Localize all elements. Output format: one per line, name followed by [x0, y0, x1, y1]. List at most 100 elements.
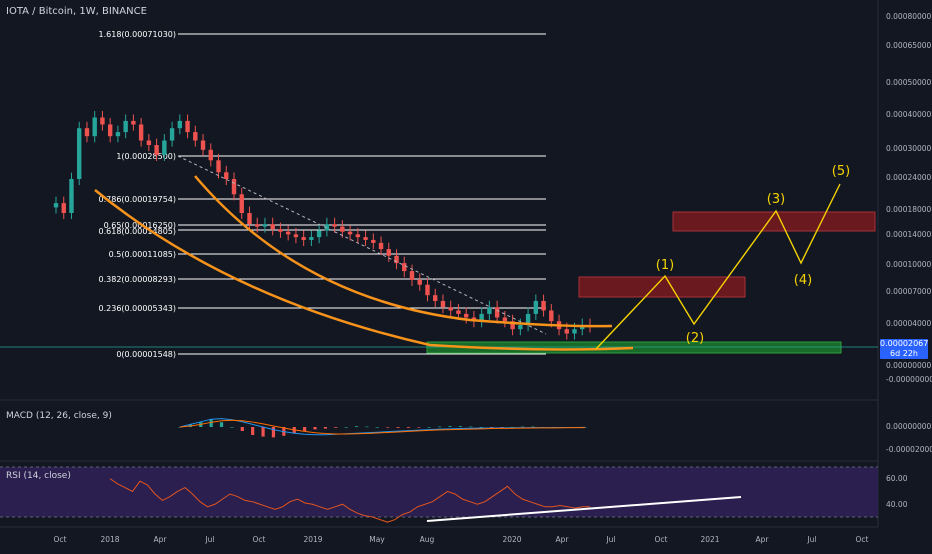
candle-body	[316, 230, 322, 238]
candle-body	[309, 237, 314, 240]
candle-body	[549, 310, 554, 322]
time-tick-15: Oct	[856, 535, 869, 544]
candles	[53, 111, 593, 340]
candle-body	[200, 140, 206, 150]
price-tick-8: 0.00010000	[886, 260, 932, 269]
time-tick-2: Apr	[154, 535, 168, 544]
macd-histogram-bar	[531, 426, 535, 428]
time-tick-8: 2020	[502, 535, 521, 544]
macd-histogram-bar	[303, 427, 307, 431]
candle-body	[541, 300, 546, 311]
candle-body	[440, 300, 446, 308]
rsi-title[interactable]: RSI (14, close)	[6, 471, 71, 481]
candle-body	[107, 124, 113, 137]
macd-histogram-bar	[448, 426, 452, 427]
candle-body	[518, 325, 523, 330]
candle-body	[193, 132, 198, 141]
price-tick-6: 0.00018000	[886, 205, 932, 214]
candle-body	[285, 231, 291, 235]
candle-body	[533, 300, 539, 314]
candle-body	[100, 117, 105, 125]
macd-histogram-bar	[271, 427, 276, 438]
current-price-tag: 0.00002067 6d 22h	[880, 339, 928, 359]
macd-histogram-bar	[583, 427, 587, 428]
time-tick-1: 2018	[100, 535, 119, 544]
current-price-countdown: 6d 22h	[890, 349, 918, 358]
candle-body	[293, 234, 299, 238]
fib-label-065: 0.65(0.00016250)	[104, 221, 176, 230]
fib-label-1618: 1.618(0.00071030)	[99, 30, 177, 39]
candle-body	[487, 307, 492, 314]
macd-histogram-bar	[479, 427, 483, 428]
macd-title[interactable]: MACD (12, 26, close, 9)	[6, 411, 112, 421]
candle-body	[216, 160, 221, 173]
time-tick-13: Apr	[756, 535, 770, 544]
candle-body	[131, 120, 136, 125]
macd-histogram-bar	[365, 426, 369, 428]
candle-body	[332, 224, 337, 227]
time-tick-12: 2021	[700, 535, 719, 544]
macd-histogram-bar	[521, 426, 525, 428]
macd-signal-line	[179, 419, 586, 435]
candle-body	[162, 140, 167, 155]
wave-label-5: (5)	[832, 164, 850, 179]
price-tick-5: 0.00024000	[886, 173, 932, 182]
candle-body	[510, 321, 515, 330]
dashed-trendline	[177, 155, 547, 335]
macd-histogram-bar	[500, 427, 504, 428]
candle-body	[154, 145, 159, 155]
time-tick-11: Oct	[655, 535, 668, 544]
price-tick-7: 0.00014000	[886, 230, 932, 239]
macd-histogram-bar	[209, 419, 213, 427]
wave-label-3: (3)	[767, 192, 785, 207]
candle-body	[185, 120, 190, 133]
time-tick-7: Aug	[420, 535, 435, 544]
macd-histogram-bar	[417, 427, 421, 428]
current-price-value: 0.00002067	[880, 339, 929, 348]
candle-body	[386, 249, 391, 256]
candle-body	[378, 242, 384, 250]
candle-body	[61, 203, 66, 213]
candle-body	[84, 128, 90, 137]
candle-body	[347, 231, 353, 235]
candle-body	[115, 132, 121, 137]
time-tick-3: Jul	[204, 535, 214, 544]
macd-histogram-bar	[251, 427, 255, 435]
symbol-title[interactable]: IOTA / Bitcoin, 1W, BINANCE	[6, 6, 147, 17]
fib-label-0382: 0.382(0.00008293)	[99, 275, 177, 284]
price-tick-0: 0.00080000	[886, 12, 932, 21]
time-tick-4: Oct	[253, 535, 266, 544]
fib-label-0236: 0.236(0.00005343)	[99, 304, 177, 313]
candle-body	[138, 124, 144, 141]
elliott-projection	[595, 183, 841, 350]
macd-histogram-bar	[427, 427, 431, 428]
fib-label-05: 0.5(0.00011085)	[109, 250, 176, 259]
candle-body	[53, 203, 59, 208]
macd-histogram-bar	[334, 427, 338, 428]
price-tick-3: 0.00040000	[886, 110, 932, 119]
support-zone	[426, 341, 842, 354]
rsi-tick-60: 60.00	[886, 474, 908, 483]
candle-body	[425, 284, 430, 296]
candle-body	[224, 172, 229, 180]
macd-histogram-bar	[489, 427, 494, 428]
fib-label-0: 0(0.00001548)	[116, 350, 176, 359]
fib-label-1: 1(0.00028500)	[116, 152, 176, 161]
price-tick-13: -0.00000000	[886, 375, 932, 384]
candle-body	[262, 224, 268, 227]
candle-body	[69, 179, 74, 213]
candle-body	[363, 237, 368, 240]
macd-histogram-bar	[375, 427, 379, 428]
candle-body	[433, 295, 438, 301]
wave-label-4: (4)	[794, 273, 812, 288]
candle-body	[564, 329, 569, 334]
candle-body	[239, 194, 244, 213]
rsi-pane	[109, 478, 590, 523]
macd-histogram-bar	[469, 426, 473, 428]
candle-body	[146, 140, 152, 146]
fib-label-0786: 0.786(0.00019754)	[99, 195, 177, 204]
candle-body	[402, 263, 407, 272]
price-tick-12: 0.00000000	[886, 361, 932, 370]
